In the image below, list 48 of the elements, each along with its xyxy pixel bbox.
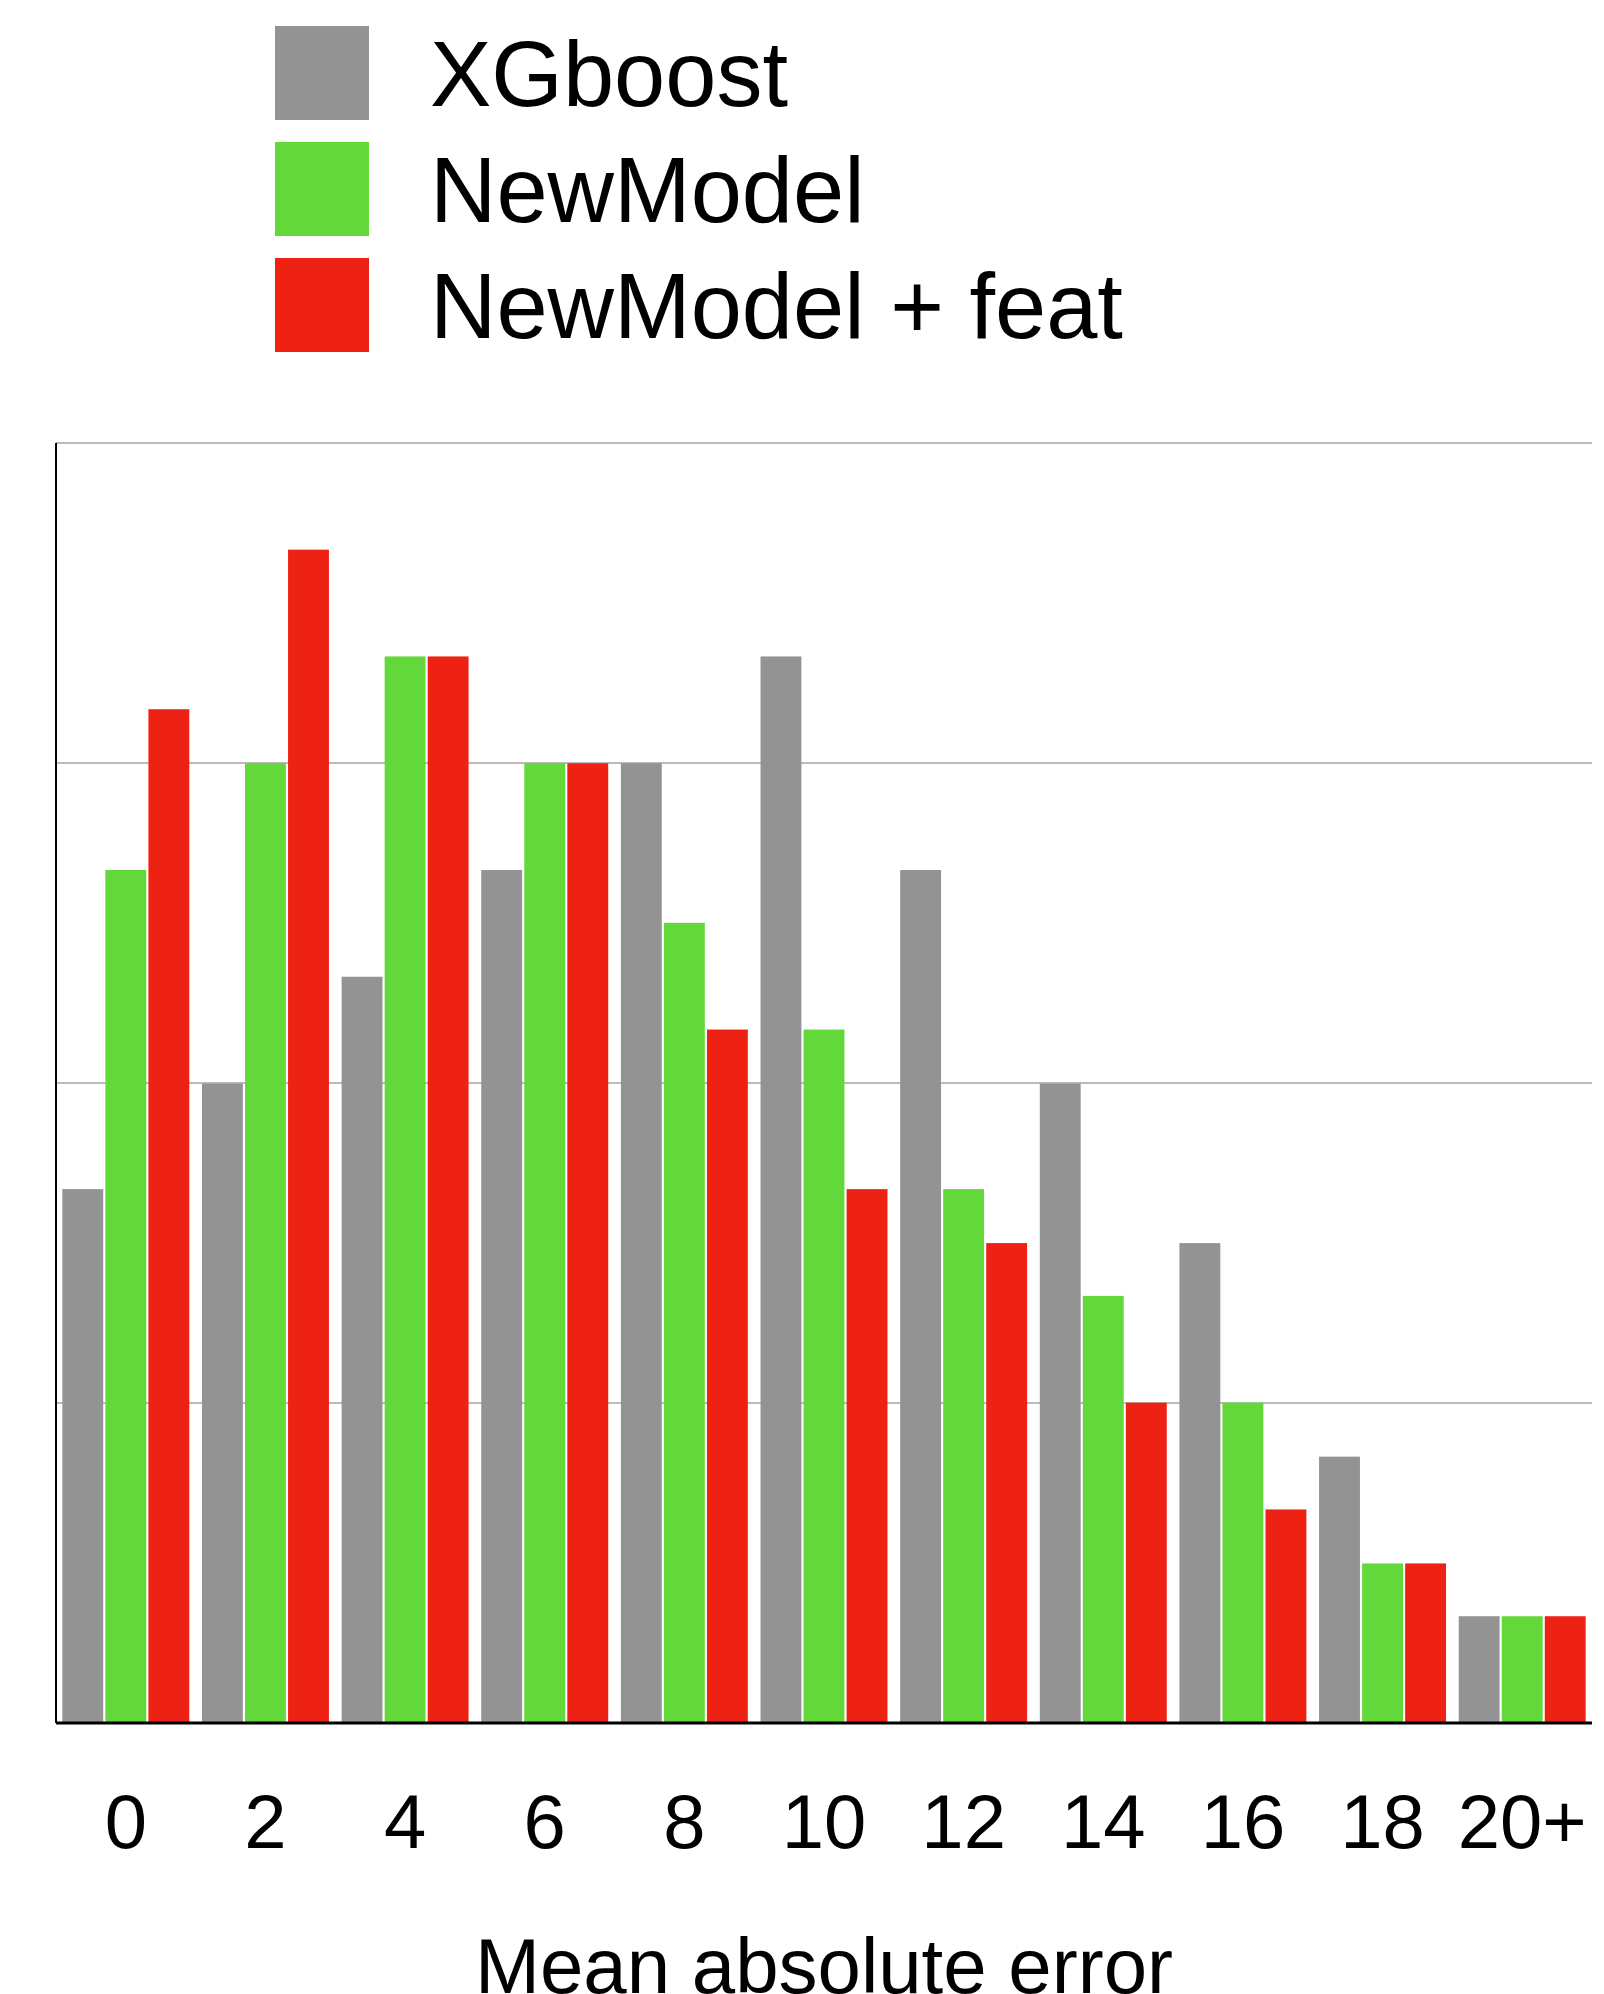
bar — [803, 1029, 845, 1723]
bar — [1405, 1563, 1447, 1723]
bar — [481, 869, 523, 1723]
x-tick-label: 18 — [1340, 1779, 1425, 1864]
x-tick-label: 16 — [1200, 1779, 1286, 1864]
x-tick-label: 20+ — [1457, 1779, 1587, 1864]
bar — [105, 869, 147, 1723]
bar — [943, 1189, 985, 1723]
x-tick-label: 14 — [1061, 1779, 1146, 1864]
bar — [900, 869, 942, 1723]
bar — [201, 1083, 243, 1723]
bar — [846, 1189, 888, 1723]
x-tick-label: 10 — [781, 1779, 867, 1864]
bar — [1082, 1295, 1124, 1723]
bar — [288, 549, 329, 1723]
bar — [384, 656, 426, 1723]
x-tick-label: 0 — [104, 1779, 147, 1864]
bar — [1222, 1402, 1264, 1723]
bar — [1458, 1616, 1500, 1723]
x-tick-label: 2 — [244, 1779, 287, 1864]
bar — [1544, 1616, 1586, 1723]
bar — [427, 656, 469, 1723]
x-tick-label: 6 — [523, 1779, 566, 1864]
bar — [1362, 1563, 1403, 1723]
bar — [1039, 1083, 1081, 1723]
legend-label: NewModel — [430, 139, 865, 241]
x-tick-label: 4 — [383, 1779, 427, 1864]
bar — [1265, 1509, 1307, 1723]
x-tick-label: 12 — [921, 1779, 1006, 1864]
bar — [62, 1189, 104, 1723]
bar — [760, 656, 802, 1723]
x-axis-title: Mean absolute error — [474, 1922, 1174, 1994]
bar — [524, 763, 566, 1723]
bar — [1319, 1456, 1360, 1723]
legend-label: XGboost — [430, 23, 788, 125]
bar — [1125, 1402, 1167, 1723]
bar — [620, 763, 662, 1723]
bar — [706, 1029, 748, 1723]
bar — [245, 763, 286, 1723]
bar — [341, 976, 383, 1723]
bar — [567, 763, 609, 1723]
x-tick-label: 8 — [663, 1779, 706, 1864]
bar — [986, 1243, 1028, 1723]
bar — [1501, 1616, 1543, 1723]
bar — [148, 709, 190, 1723]
bar — [1179, 1243, 1221, 1723]
bar — [663, 922, 705, 1723]
legend-label: NewModel + feat — [430, 255, 1123, 357]
